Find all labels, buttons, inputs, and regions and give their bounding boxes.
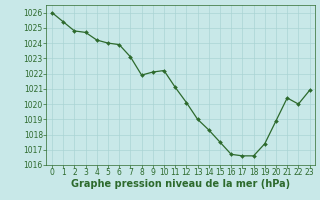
X-axis label: Graphe pression niveau de la mer (hPa): Graphe pression niveau de la mer (hPa): [71, 179, 290, 189]
